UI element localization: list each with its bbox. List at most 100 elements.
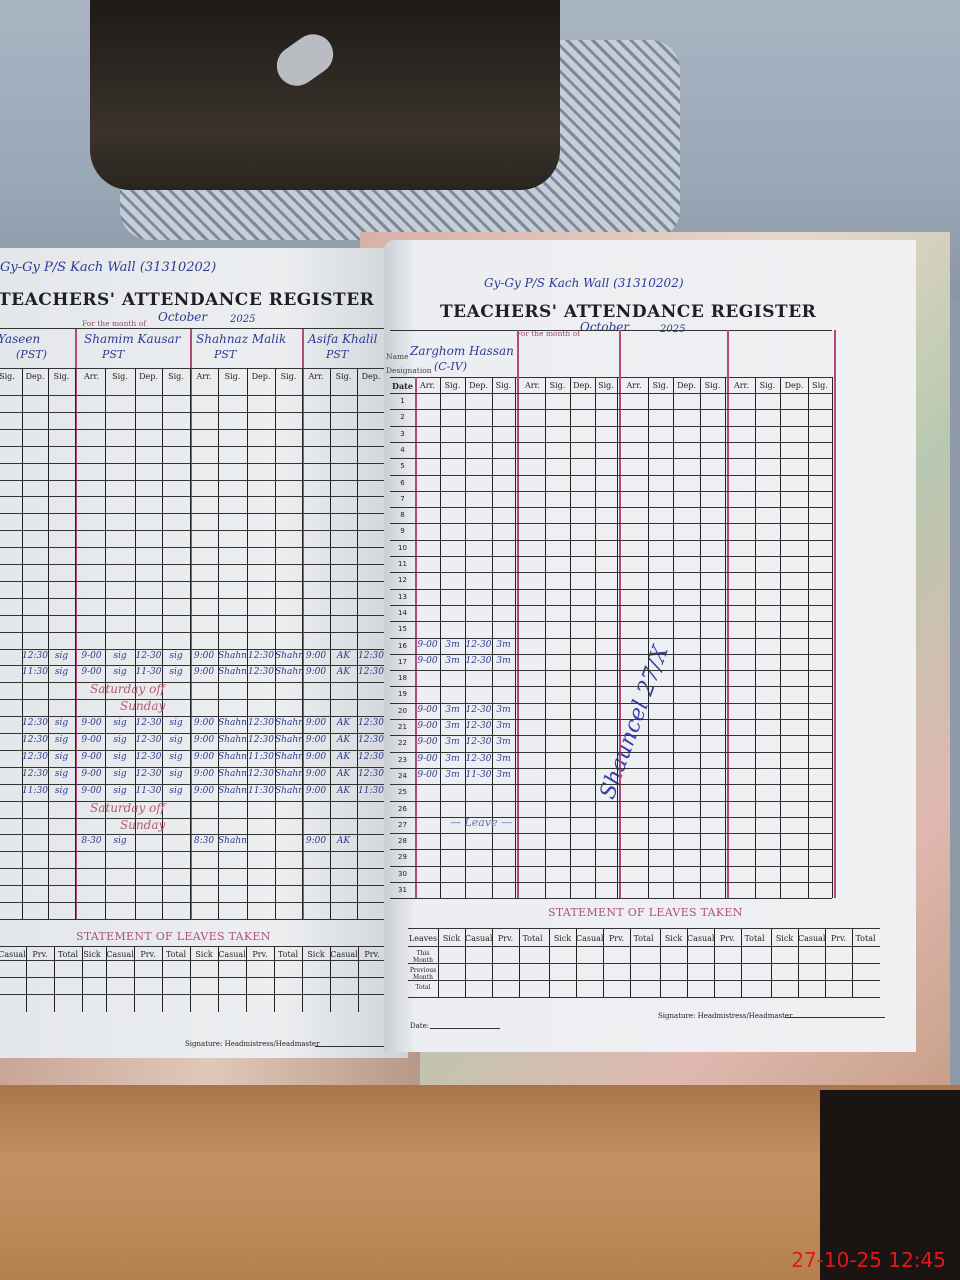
attendance-entry: 3m <box>496 639 511 650</box>
row-line <box>0 513 400 515</box>
column-line <box>832 377 833 899</box>
column-line <box>135 368 136 919</box>
attendance-entry: 9-00 <box>417 769 438 780</box>
attendance-entry: 12:30 <box>248 735 274 745</box>
timestamp: 27-10-25 12:45 <box>791 1248 946 1272</box>
attendance-entry: 9:00 <box>305 650 327 661</box>
column-header: Arr. <box>626 381 642 390</box>
row-line <box>390 588 832 590</box>
row-line <box>390 719 832 720</box>
attendance-entry: 9:00 <box>305 785 327 796</box>
attendance-entry: sig <box>113 751 127 762</box>
date-footer-line <box>430 1028 500 1029</box>
row-line <box>390 572 832 574</box>
block-divider <box>619 330 621 899</box>
attendance-entry: AK <box>336 735 351 745</box>
attendance-entry: 3m <box>496 704 511 715</box>
row-line <box>390 441 832 443</box>
attendance-entry: 11-30 <box>135 785 162 796</box>
row-line <box>0 564 400 565</box>
month-label: For the month of <box>516 329 580 338</box>
row-line <box>390 474 832 476</box>
attendance-entry: sig <box>54 718 69 729</box>
attendance-entry: 9:00 <box>305 718 327 729</box>
attendance-entry: 9:00 <box>193 785 215 796</box>
attendance-entry: Shahnaz <box>275 735 302 745</box>
row-line <box>0 580 400 582</box>
month-value: October <box>580 320 630 334</box>
month-label: For the month of <box>82 319 146 328</box>
attendance-entry: Shahnaz <box>275 667 302 678</box>
attendance-entry: 11-30 <box>465 769 492 780</box>
attendance-entry: 12:30 <box>248 650 274 661</box>
row-line <box>0 682 400 684</box>
headmaster-signature: Shauncel 27/X <box>595 642 674 803</box>
leave-column-line <box>302 946 303 1012</box>
page-title: TEACHERS' ATTENDANCE REGISTER <box>440 302 817 322</box>
row-line <box>0 716 400 718</box>
teacher-name: Zarghom Hassan <box>410 344 514 358</box>
leave-column-line <box>54 946 55 1012</box>
attendance-entry: sig <box>169 735 183 745</box>
row-line <box>0 868 400 870</box>
column-header: Dep. <box>361 372 381 381</box>
signature-line <box>315 1046 400 1047</box>
attendance-entry: 9:00 <box>193 718 215 729</box>
attendance-entry: 12-30 <box>465 639 492 650</box>
attendance-entry: Shahnaz <box>218 785 247 796</box>
leave-column-header: Casual <box>106 950 134 959</box>
teacher-name: Shamim Kausar <box>84 332 181 346</box>
header-row-top <box>0 368 400 369</box>
column-line <box>105 368 106 919</box>
attendance-entry: 11-30 <box>135 667 162 678</box>
date-number: 27 <box>398 820 407 829</box>
black-bag <box>90 0 560 190</box>
attendance-entry: 9-00 <box>81 785 102 796</box>
attendance-entry: AK <box>336 836 351 847</box>
column-header: Arr. <box>419 381 436 390</box>
column-header: Arr. <box>733 381 750 390</box>
teacher-name: Shahnaz Malik <box>196 332 287 346</box>
column-header: Dep. <box>784 381 804 390</box>
column-header: Dep. <box>469 381 488 390</box>
row-line <box>390 523 832 525</box>
teacher-designation: PST <box>214 348 237 361</box>
attendance-entry: Shahnaz <box>218 768 247 779</box>
leave-column-line <box>190 946 191 1012</box>
date-number: 14 <box>398 608 407 617</box>
row-line <box>390 507 832 509</box>
attendance-entry: 3m <box>496 721 511 731</box>
date-number: 23 <box>398 755 407 764</box>
leave-column-header: Sick <box>307 950 325 959</box>
leave-column-header: Casual <box>330 950 358 959</box>
attendance-entry: 3m <box>445 753 460 764</box>
column-header: Sig. <box>224 372 241 381</box>
attendance-entry: 3m <box>496 769 511 780</box>
column-header: Sig. <box>549 381 566 390</box>
column-line <box>302 368 303 919</box>
date-number: 4 <box>400 445 405 454</box>
row-line <box>0 918 400 920</box>
row-line <box>0 614 400 616</box>
row-line <box>0 462 400 464</box>
leave-row-line <box>408 997 880 998</box>
row-line <box>390 539 832 541</box>
attendance-entry: sig <box>54 751 69 762</box>
attendance-entry: 12-30 <box>135 650 162 661</box>
attendance-entry: 12-30 <box>465 753 492 764</box>
row-line <box>390 702 832 704</box>
date-number: 16 <box>398 641 407 650</box>
day-off-note: Sunday <box>120 817 166 832</box>
column-header: Dep. <box>677 381 696 390</box>
row-line <box>0 496 400 498</box>
attendance-entry: 12-30 <box>465 655 492 666</box>
signature-label: Signature: Headmistress/Headmaster <box>185 1040 320 1048</box>
attendance-entry: 9-00 <box>417 704 438 715</box>
attendance-entry: 11:30 <box>248 785 274 796</box>
attendance-entry: Shahnaz <box>218 836 247 847</box>
row-line <box>390 409 832 411</box>
attendance-entry: 9-00 <box>417 721 438 731</box>
date-number: 15 <box>398 625 407 634</box>
row-line <box>0 733 400 734</box>
leave-column-line <box>82 946 83 1012</box>
